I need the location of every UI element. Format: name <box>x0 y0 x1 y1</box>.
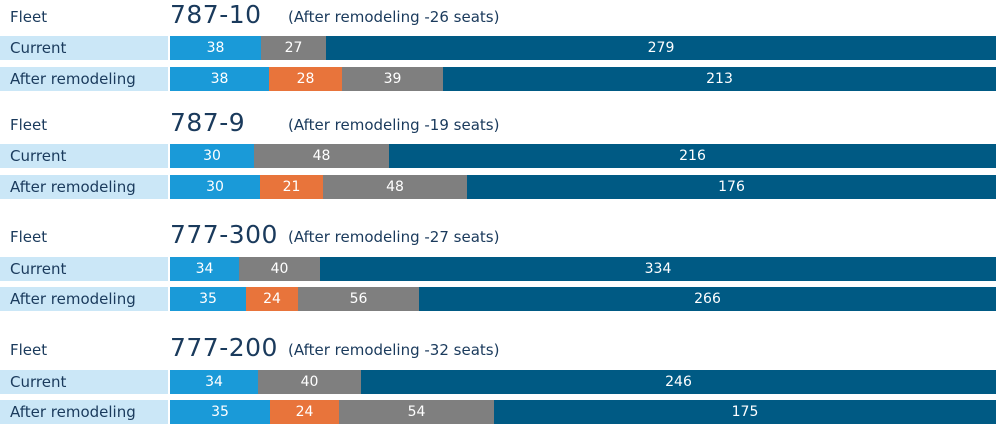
after-remodeling-row: After remodeling 35 24 54 175 <box>0 400 996 424</box>
after-remodeling-row: After remodeling 38 28 39 213 <box>0 67 996 91</box>
stacked-bar: 35 24 54 175 <box>170 400 996 424</box>
bar-segment: 35 <box>170 400 270 424</box>
stacked-bar: 34 40 334 <box>170 257 996 281</box>
remodeling-note: (After remodeling -26 seats) <box>288 8 500 26</box>
after-remodeling-row: After remodeling 35 24 56 266 <box>0 287 996 311</box>
fleet-label: Fleet <box>10 116 48 134</box>
bar-segment: 213 <box>443 67 996 91</box>
row-label: Current <box>0 144 168 168</box>
bar-segment: 266 <box>419 287 996 311</box>
current-row: Current 38 27 279 <box>0 36 996 60</box>
aircraft-name: 787-9 <box>170 108 246 137</box>
row-label: After remodeling <box>0 400 168 424</box>
bar-segment: 38 <box>170 67 269 91</box>
stacked-bar: 38 28 39 213 <box>170 67 996 91</box>
stacked-bar: 35 24 56 266 <box>170 287 996 311</box>
bar-segment: 279 <box>326 36 996 60</box>
aircraft-name: 777-200 <box>170 333 278 362</box>
bar-segment: 38 <box>170 36 261 60</box>
bar-segment: 246 <box>361 370 996 394</box>
row-label: Current <box>0 257 168 281</box>
stacked-bar: 38 27 279 <box>170 36 996 60</box>
current-row: Current 34 40 334 <box>0 257 996 281</box>
bar-segment: 175 <box>494 400 996 424</box>
stacked-bar: 30 21 48 176 <box>170 175 996 199</box>
bar-segment: 24 <box>270 400 339 424</box>
bar-segment: 216 <box>389 144 996 168</box>
aircraft-name: 777-300 <box>170 220 278 249</box>
bar-segment: 34 <box>170 370 258 394</box>
bar-segment: 28 <box>269 67 342 91</box>
bar-segment: 56 <box>298 287 419 311</box>
bar-segment: 39 <box>342 67 443 91</box>
bar-segment: 30 <box>170 175 260 199</box>
current-row: Current 34 40 246 <box>0 370 996 394</box>
bar-segment: 30 <box>170 144 254 168</box>
after-remodeling-row: After remodeling 30 21 48 176 <box>0 175 996 199</box>
remodeling-note: (After remodeling -27 seats) <box>288 228 500 246</box>
bar-segment: 35 <box>170 287 246 311</box>
bar-segment: 40 <box>258 370 361 394</box>
row-label: After remodeling <box>0 67 168 91</box>
remodeling-note: (After remodeling -19 seats) <box>288 116 500 134</box>
stacked-bar: 34 40 246 <box>170 370 996 394</box>
bar-segment: 176 <box>467 175 996 199</box>
bar-segment: 40 <box>239 257 320 281</box>
remodeling-note: (After remodeling -32 seats) <box>288 341 500 359</box>
bar-segment: 48 <box>323 175 467 199</box>
aircraft-name: 787-10 <box>170 0 262 29</box>
fleet-label: Fleet <box>10 8 48 26</box>
bar-segment: 48 <box>254 144 389 168</box>
bar-segment: 24 <box>246 287 298 311</box>
fleet-label: Fleet <box>10 341 48 359</box>
bar-segment: 27 <box>261 36 326 60</box>
bar-segment: 21 <box>260 175 323 199</box>
current-row: Current 30 48 216 <box>0 144 996 168</box>
fleet-label: Fleet <box>10 228 48 246</box>
bar-segment: 34 <box>170 257 239 281</box>
bar-segment: 334 <box>320 257 996 281</box>
row-label: After remodeling <box>0 175 168 199</box>
stacked-bar: 30 48 216 <box>170 144 996 168</box>
row-label: After remodeling <box>0 287 168 311</box>
row-label: Current <box>0 370 168 394</box>
bar-segment: 54 <box>339 400 494 424</box>
row-label: Current <box>0 36 168 60</box>
